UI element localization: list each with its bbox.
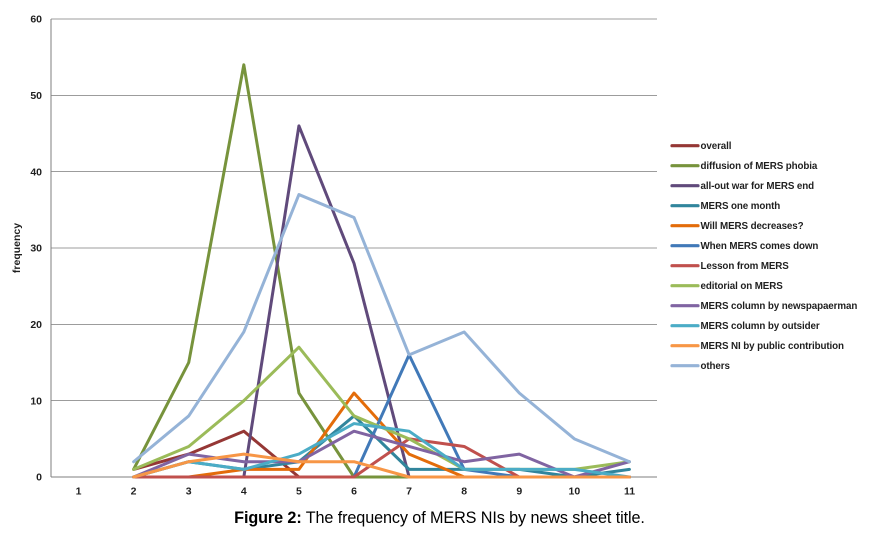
svg-text:Figure 2: The frequency of MER: Figure 2: The frequency of MERS NIs by n… xyxy=(234,509,645,527)
svg-text:50: 50 xyxy=(30,90,42,102)
svg-text:frequency: frequency xyxy=(11,223,23,273)
svg-text:40: 40 xyxy=(30,166,42,178)
svg-text:Will MERS decreases?: Will MERS decreases? xyxy=(701,221,804,232)
svg-text:all-out war for MERS end: all-out war for MERS end xyxy=(701,181,815,192)
svg-text:MERS column by newspapaerman: MERS column by newspapaerman xyxy=(701,301,858,312)
svg-text:When MERS comes down: When MERS comes down xyxy=(701,241,819,252)
svg-text:9: 9 xyxy=(516,486,522,498)
svg-text:2: 2 xyxy=(131,486,137,498)
svg-text:Lesson from MERS: Lesson from MERS xyxy=(701,261,790,272)
svg-text:diffusion of MERS phobia: diffusion of MERS phobia xyxy=(701,161,818,172)
svg-text:30: 30 xyxy=(30,243,42,255)
svg-text:0: 0 xyxy=(36,472,42,484)
svg-text:MERS column by outsider: MERS column by outsider xyxy=(701,321,820,332)
svg-text:8: 8 xyxy=(461,486,467,498)
svg-text:overall: overall xyxy=(701,141,732,152)
svg-text:20: 20 xyxy=(30,319,42,331)
svg-text:4: 4 xyxy=(241,486,247,498)
svg-text:7: 7 xyxy=(406,486,412,498)
svg-text:MERS NI by public contribution: MERS NI by public contribution xyxy=(701,341,845,352)
svg-text:MERS one month: MERS one month xyxy=(701,201,781,212)
svg-text:60: 60 xyxy=(30,14,42,26)
svg-text:1: 1 xyxy=(76,486,82,498)
svg-text:6: 6 xyxy=(351,486,357,498)
svg-text:10: 10 xyxy=(569,486,581,498)
svg-text:5: 5 xyxy=(296,486,302,498)
svg-text:11: 11 xyxy=(624,486,635,498)
svg-text:editorial on MERS: editorial on MERS xyxy=(701,281,784,292)
svg-text:others: others xyxy=(701,361,731,372)
svg-text:10: 10 xyxy=(30,395,42,407)
svg-text:3: 3 xyxy=(186,486,192,498)
